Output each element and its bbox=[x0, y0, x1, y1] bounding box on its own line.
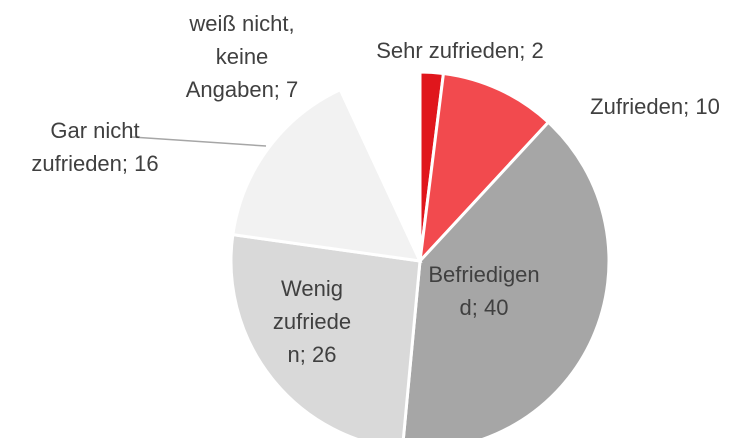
pie-slice bbox=[231, 87, 423, 263]
data-label: Wenig bbox=[281, 276, 343, 301]
data-label: Sehr zufrieden; 2 bbox=[376, 38, 544, 63]
data-label: Zufrieden; 10 bbox=[590, 94, 720, 119]
data-label: Befriedigen bbox=[428, 262, 539, 287]
pie-slice bbox=[338, 70, 422, 262]
data-label: zufriede bbox=[273, 309, 351, 334]
data-label: zufrieden; 16 bbox=[31, 151, 158, 176]
data-label: Angaben; 7 bbox=[186, 77, 299, 102]
data-label: weiß nicht, bbox=[188, 11, 294, 36]
pie-slice bbox=[401, 120, 611, 438]
pie-slice bbox=[229, 232, 422, 438]
pie-slice bbox=[417, 71, 551, 266]
data-label: Gar nicht bbox=[50, 118, 139, 143]
data-label: n; 26 bbox=[288, 342, 337, 367]
data-label: d; 40 bbox=[460, 295, 509, 320]
data-label: keine bbox=[216, 44, 269, 69]
leader-line bbox=[131, 136, 267, 147]
